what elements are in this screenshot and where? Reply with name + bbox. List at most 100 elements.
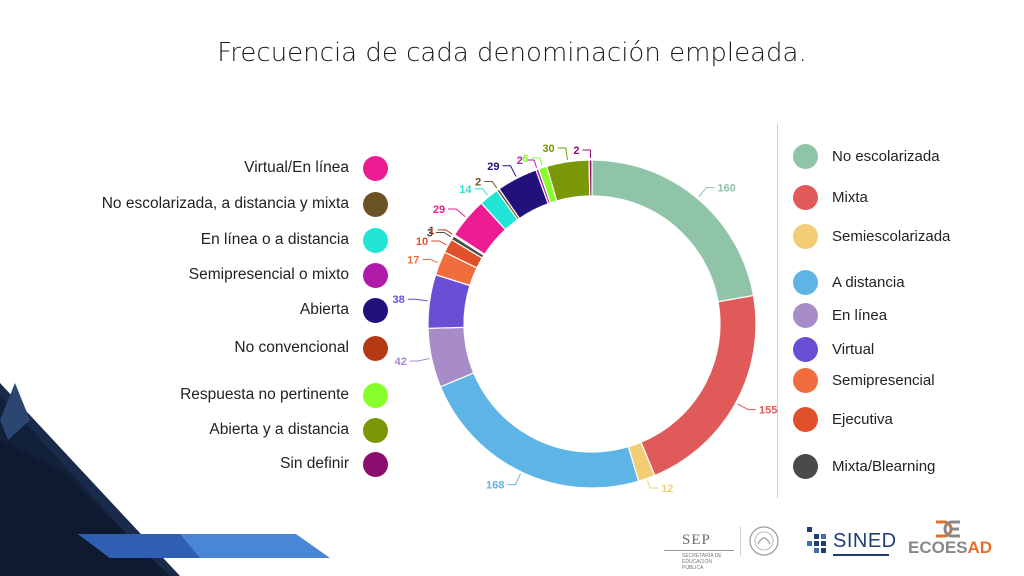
legend-label: Semipresencial — [832, 371, 935, 389]
leader-line — [422, 259, 439, 263]
data-label: 38 — [392, 294, 404, 306]
leader-line — [525, 159, 538, 168]
leader-line — [407, 298, 428, 302]
legend-item-virtual-en-linea: Virtual/En línea — [244, 154, 388, 182]
legend-swatch — [363, 155, 388, 181]
legend-label: Mixta — [832, 188, 868, 206]
leader-line — [507, 473, 521, 486]
ecoesad-logo-text: ECOESAD — [908, 538, 992, 558]
data-label: 1 — [429, 225, 435, 237]
leader-line — [431, 240, 447, 246]
legend-item-mixta: Mixta — [793, 183, 868, 211]
ecoesad-logo-text-b: AD — [967, 538, 993, 557]
leader-line — [436, 231, 452, 238]
legend-item-en-linea-o-a-distancia: En línea o a distancia — [201, 226, 388, 254]
sep-logo: SEP SECRETARÍA DE EDUCACIÓN PÚBLICA — [664, 518, 734, 571]
legend-label: En línea o a distancia — [200, 231, 349, 248]
leader-line — [484, 180, 498, 189]
ecoesad-logo: ECOESAD — [908, 520, 992, 564]
legend-swatch — [793, 223, 818, 249]
legend-label: No escolarizada — [832, 147, 940, 165]
slice-sin-definir — [588, 159, 593, 197]
data-label: 29 — [433, 204, 445, 216]
legend-swatch — [363, 335, 388, 361]
legend-label: A distancia — [832, 273, 905, 291]
slice-mixta — [640, 294, 757, 477]
legend-item-abierta-y-a-distancia: Abierta y a distancia — [209, 416, 388, 444]
legend-item-a-distancia: A distancia — [793, 268, 905, 296]
data-label: 160 — [717, 183, 735, 195]
legend-label: En línea — [832, 306, 888, 324]
legend-item-semiescolarizada: Semiescolarizada — [793, 222, 950, 250]
data-label: 14 — [459, 184, 472, 196]
legend-label: Respuesta no pertinente — [180, 386, 349, 403]
legend-label: No convencional — [234, 339, 349, 356]
legend-swatch — [363, 262, 388, 288]
legend-item-no-escolarizada: No escolarizada — [793, 142, 940, 170]
legend-divider — [777, 124, 778, 498]
legend-item-sin-definir: Sin definir — [280, 450, 388, 478]
legend-swatch — [363, 382, 388, 408]
leader-line — [531, 157, 543, 166]
legend-swatch — [363, 451, 388, 477]
legend-label: Semipresencial o mixto — [188, 266, 349, 283]
legend-swatch — [363, 417, 388, 443]
legend-label: Virtual — [832, 340, 875, 358]
legend-swatch — [363, 191, 388, 217]
legend-item-abierta: Abierta — [300, 296, 388, 324]
legend-swatch — [793, 184, 818, 210]
sep-logo-subtitle-1: SECRETARÍA DE — [682, 553, 722, 559]
data-label: 168 — [486, 480, 504, 492]
legend-item-mixta-blearning: Mixta/Blearning — [793, 452, 935, 480]
legend-item-virtual: Virtual — [793, 335, 874, 363]
data-label: 3 — [427, 227, 433, 239]
page-title: Frecuencia de cada denominación empleada… — [217, 38, 807, 68]
data-label: 155 — [759, 405, 777, 417]
leader-line — [437, 229, 453, 235]
data-label: 17 — [407, 255, 419, 267]
data-label: 2 — [475, 176, 481, 188]
legend-item-en-linea: En línea — [793, 301, 887, 329]
legend-label: Abierta y a distancia — [209, 421, 349, 438]
data-label: 29 — [487, 161, 499, 173]
legend-label: Abierta — [299, 301, 349, 318]
legend-swatch — [793, 269, 818, 295]
sined-logo-text: SINED — [833, 530, 897, 552]
leader-line — [502, 165, 517, 177]
data-label: 6 — [523, 153, 529, 165]
legend-swatch — [363, 297, 388, 323]
legend-item-semipresencial-o-mixto: Semipresencial o mixto — [189, 261, 388, 289]
data-label: 2 — [573, 145, 579, 157]
legend-swatch — [793, 406, 818, 432]
legend-item-semipresencial: Semipresencial — [793, 366, 935, 394]
legend-label: Mixta/Blearning — [832, 457, 936, 475]
leader-line — [448, 208, 466, 218]
sep-logo-subtitle-2: EDUCACIÓN PÚBLICA — [682, 559, 713, 571]
data-label: 30 — [542, 143, 554, 155]
legend-item-respuesta-no-pertinente: Respuesta no pertinente — [180, 381, 388, 409]
slice-a-distancia — [439, 372, 640, 489]
legend-item-no-convencional: No convencional — [234, 334, 388, 362]
legend-label: Sin definir — [280, 455, 349, 472]
leader-line — [698, 187, 715, 198]
leader-line — [646, 480, 659, 489]
legend-swatch — [793, 367, 818, 393]
leader-line — [582, 149, 592, 159]
legend-swatch — [793, 143, 818, 169]
leader-line — [409, 358, 430, 362]
legend-label: Semiescolarizada — [832, 227, 951, 245]
legend-swatch — [793, 302, 818, 328]
legend-swatch — [793, 336, 818, 362]
sined-logo: SINED — [806, 526, 896, 560]
leader-line — [737, 403, 757, 411]
data-label: 12 — [661, 483, 673, 495]
legend-swatch — [793, 453, 818, 479]
mexico-seal-icon — [739, 524, 780, 558]
data-label: 42 — [395, 356, 407, 368]
legend-label: Virtual/En línea — [244, 159, 349, 176]
legend-label: No escolarizada, a distancia y mixta — [101, 195, 349, 212]
leader-line — [474, 188, 488, 196]
ecoesad-logo-text-a: ECOES — [908, 538, 968, 557]
